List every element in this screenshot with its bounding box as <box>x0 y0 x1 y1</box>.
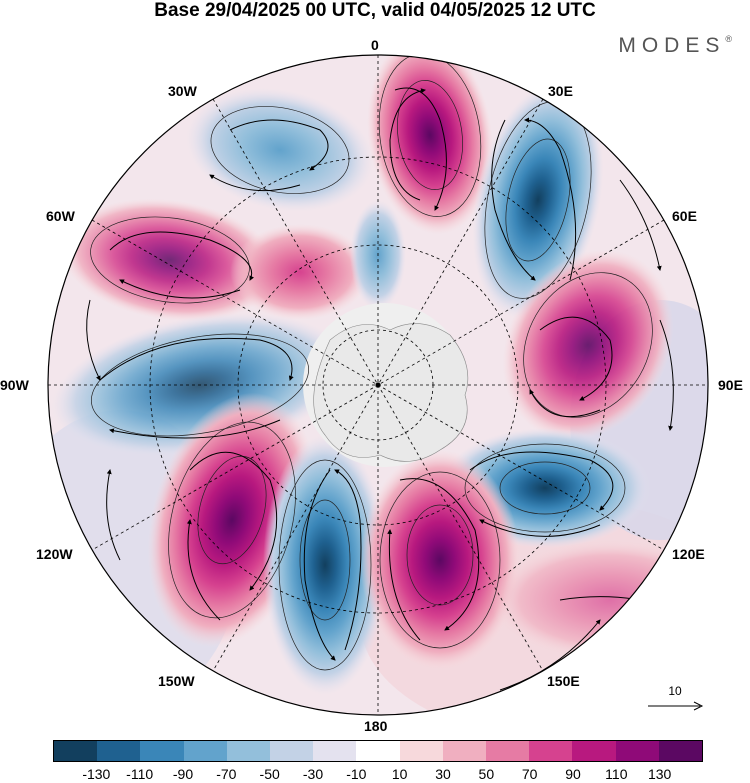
colorbar-tick-label: 110 <box>605 766 628 782</box>
anomaly-high-15w <box>230 224 370 320</box>
label-lon-0: 0 <box>371 37 379 53</box>
reference-arrow-icon <box>648 701 704 711</box>
label-lon-90e: 90E <box>718 377 743 393</box>
colorbar-swatch <box>399 741 443 761</box>
colorbar-tick-label: -50 <box>259 766 280 782</box>
colorbar <box>53 740 703 762</box>
colorbar-swatch <box>97 741 141 761</box>
label-lon-60w: 60W <box>46 208 75 224</box>
anomaly-low-30w <box>186 88 374 212</box>
colorbar-tick-label: 50 <box>478 766 495 782</box>
colorbar-swatch <box>486 741 530 761</box>
colorbar-tick-label: 10 <box>391 766 408 782</box>
colorbar-swatch <box>54 741 98 761</box>
label-lon-120w: 120W <box>36 546 73 562</box>
colorbar-swatch <box>356 741 400 761</box>
label-lon-150w: 150W <box>158 673 195 689</box>
colorbar-swatch <box>313 741 357 761</box>
label-lon-90w: 90W <box>0 377 29 393</box>
anomaly-high-45w <box>60 198 280 322</box>
colorbar-swatch <box>615 741 659 761</box>
map-title: Base 29/04/2025 00 UTC, valid 04/05/2025… <box>154 0 596 21</box>
modes-logo: MODES® <box>618 34 732 58</box>
colorbar-swatch <box>226 741 271 761</box>
registered-mark: ® <box>725 34 732 44</box>
colorbar-swatch <box>442 741 487 761</box>
colorbar-tick-label: -30 <box>302 766 324 782</box>
colorbar-swatch <box>572 741 616 761</box>
label-lon-180: 180 <box>364 718 388 734</box>
map-boundary <box>47 54 709 716</box>
anomaly-high-150e <box>360 450 520 670</box>
colorbar-tick-label: -70 <box>216 766 237 782</box>
label-lon-30e: 30E <box>548 83 573 99</box>
colorbar-swatch <box>529 741 573 761</box>
colorbar-swatch <box>183 741 227 761</box>
colorbar-tick-label: -10 <box>346 766 367 782</box>
label-lon-30w: 30W <box>168 83 197 99</box>
colorbar-swatch <box>270 741 314 761</box>
colorbar-tick-label: 70 <box>521 766 538 782</box>
wind-streamlines <box>86 87 681 691</box>
anomaly-high-60e <box>502 249 674 441</box>
label-lon-120e: 120E <box>672 546 705 562</box>
colorbar-tick-label: -110 <box>126 766 154 782</box>
anomaly-high-0e <box>367 55 493 235</box>
label-lon-60e: 60E <box>672 208 697 224</box>
modes-logo-text: MODES <box>618 34 726 57</box>
label-lon-150e: 150E <box>547 673 580 689</box>
reference-vector: 10 <box>646 684 704 714</box>
north-pole <box>375 382 381 388</box>
colorbar-swatch <box>658 741 703 761</box>
colorbar-tick-label: -90 <box>172 766 194 782</box>
colorbar-tick-label: -130 <box>82 766 111 782</box>
colorbar-tick-label: 90 <box>565 766 581 782</box>
colorbar-swatch <box>140 741 184 761</box>
colorbar-ticks: -130 -110 -90 -70 -50 -30 -10 10 30 50 70 90 110 130 <box>53 766 703 783</box>
reference-vector-label: 10 <box>668 684 682 698</box>
colorbar-tick-label: 130 <box>647 766 672 782</box>
colorbar-tick-label: 30 <box>435 766 451 782</box>
